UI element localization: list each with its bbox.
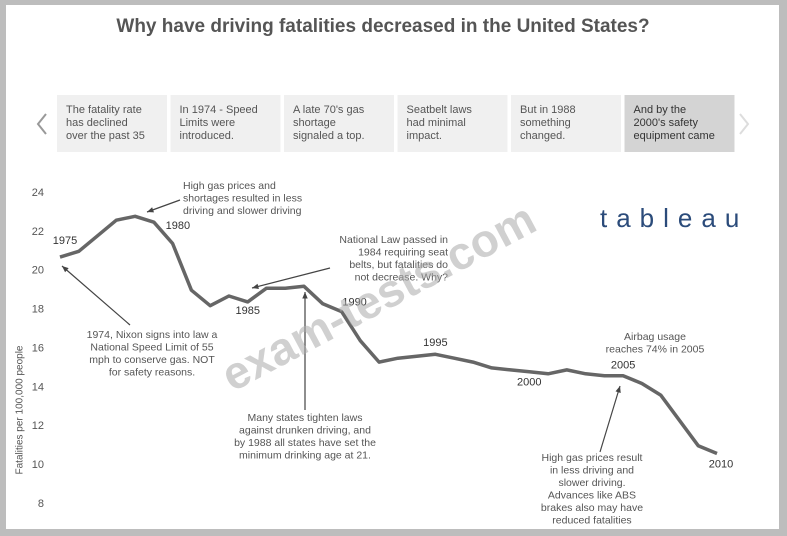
- story-caption: A late 70's gas: [293, 104, 365, 116]
- story-caption: shortage: [293, 117, 336, 129]
- story-caption: equipment came: [634, 130, 715, 142]
- y-tick-label: 20: [32, 265, 44, 277]
- annotation: High gas prices and: [183, 180, 276, 192]
- y-axis-title: Fatalities per 100,000 people: [15, 345, 26, 474]
- y-tick-label: 10: [32, 459, 44, 471]
- y-tick-label: 22: [32, 226, 44, 238]
- arrow-head: [62, 266, 69, 273]
- annotation: reaches 74% in 2005: [606, 343, 705, 355]
- annotation: High gas prices result: [542, 452, 643, 464]
- story-caption: The fatality rate: [66, 104, 142, 116]
- story-caption: Seatbelt laws: [407, 104, 473, 116]
- story-caption: introduced.: [180, 130, 234, 142]
- year-label: 1975: [53, 235, 77, 247]
- annotation: National Law passed in: [339, 234, 448, 246]
- story-caption: over the past 35: [66, 130, 145, 142]
- arrow-head: [147, 207, 154, 213]
- year-label: 1985: [235, 305, 259, 317]
- arrow-head: [615, 386, 621, 393]
- annotation: mph to conserve gas. NOT: [89, 354, 215, 366]
- story-point[interactable]: [624, 95, 735, 152]
- story-point[interactable]: [57, 95, 167, 152]
- story-caption: changed.: [520, 130, 565, 142]
- story-point[interactable]: [511, 95, 621, 152]
- annotation: Airbag usage: [624, 331, 686, 343]
- annotation: reduced fatalities: [552, 514, 631, 526]
- story-caption: And by the: [634, 104, 687, 116]
- annotation: shortages resulted in less: [183, 192, 302, 204]
- next-arrow[interactable]: [739, 113, 750, 135]
- story-caption: had minimal: [407, 117, 466, 129]
- year-label: 2005: [611, 360, 635, 372]
- annotation: 1974, Nixon signs into law a: [87, 329, 218, 341]
- annotation: by 1988 all states have set the: [234, 437, 376, 449]
- title: Why have driving fatalities decreased in…: [116, 16, 649, 37]
- annotation: driving and slower driving: [183, 205, 302, 217]
- annotation: minimum drinking age at 21.: [239, 449, 371, 461]
- chart: 8 10 12 14 16 18 20 22 24 Fatalities per 100,000 …: [15, 180, 734, 527]
- story-point[interactable]: [170, 95, 281, 152]
- story-caption: Limits were: [180, 117, 236, 129]
- story-caption: signaled a top.: [293, 130, 365, 142]
- annotation: Advances like ABS: [548, 489, 636, 501]
- prev-arrow[interactable]: [36, 113, 47, 135]
- annotation: for safety reasons.: [109, 366, 195, 378]
- year-label: 2000: [517, 377, 541, 389]
- y-tick-label: 14: [32, 381, 44, 393]
- year-label: 1990: [342, 296, 366, 308]
- y-tick-label: 16: [32, 342, 44, 354]
- story-point[interactable]: [397, 95, 508, 152]
- annotation: belts, but fatalities do: [349, 259, 448, 271]
- annotation: Many states tighten laws: [248, 412, 363, 424]
- annotation: not decrease. Why?: [355, 271, 449, 283]
- story-caption: 2000's safety: [634, 117, 699, 129]
- line: [59, 214, 718, 456]
- y-tick-label: 18: [32, 304, 44, 316]
- annotation: National Speed Limit of 55: [90, 341, 213, 353]
- story-caption: something: [520, 117, 571, 129]
- annotation: in less driving and: [550, 464, 634, 476]
- arrow-head: [302, 292, 308, 299]
- annotation-arrow: [251, 267, 331, 289]
- story-caption: In 1974 - Speed: [180, 104, 258, 116]
- y-tick-label: 12: [32, 420, 44, 432]
- canvas: [6, 5, 779, 529]
- arrow-head: [252, 283, 259, 290]
- story-caption: has declined: [66, 117, 128, 129]
- annotation-arrow: [599, 385, 621, 453]
- story-caption: But in 1988: [520, 104, 576, 116]
- y-tick-label: 24: [32, 187, 44, 199]
- year-label: 1980: [166, 220, 190, 232]
- logo: tableau: [600, 203, 748, 233]
- story-point[interactable]: [284, 95, 394, 152]
- y-tick-label: 8: [38, 498, 44, 510]
- story-caption: impact.: [407, 130, 442, 142]
- year-label: 2010: [709, 458, 733, 470]
- annotation-arrow: [61, 265, 131, 326]
- annotation: brakes also may have: [541, 502, 643, 514]
- annotation: 1984 requiring seat: [358, 246, 448, 258]
- annotation: against drunken driving, and: [239, 424, 371, 436]
- year-label: 1995: [423, 337, 447, 349]
- annotation: slower driving.: [558, 477, 625, 489]
